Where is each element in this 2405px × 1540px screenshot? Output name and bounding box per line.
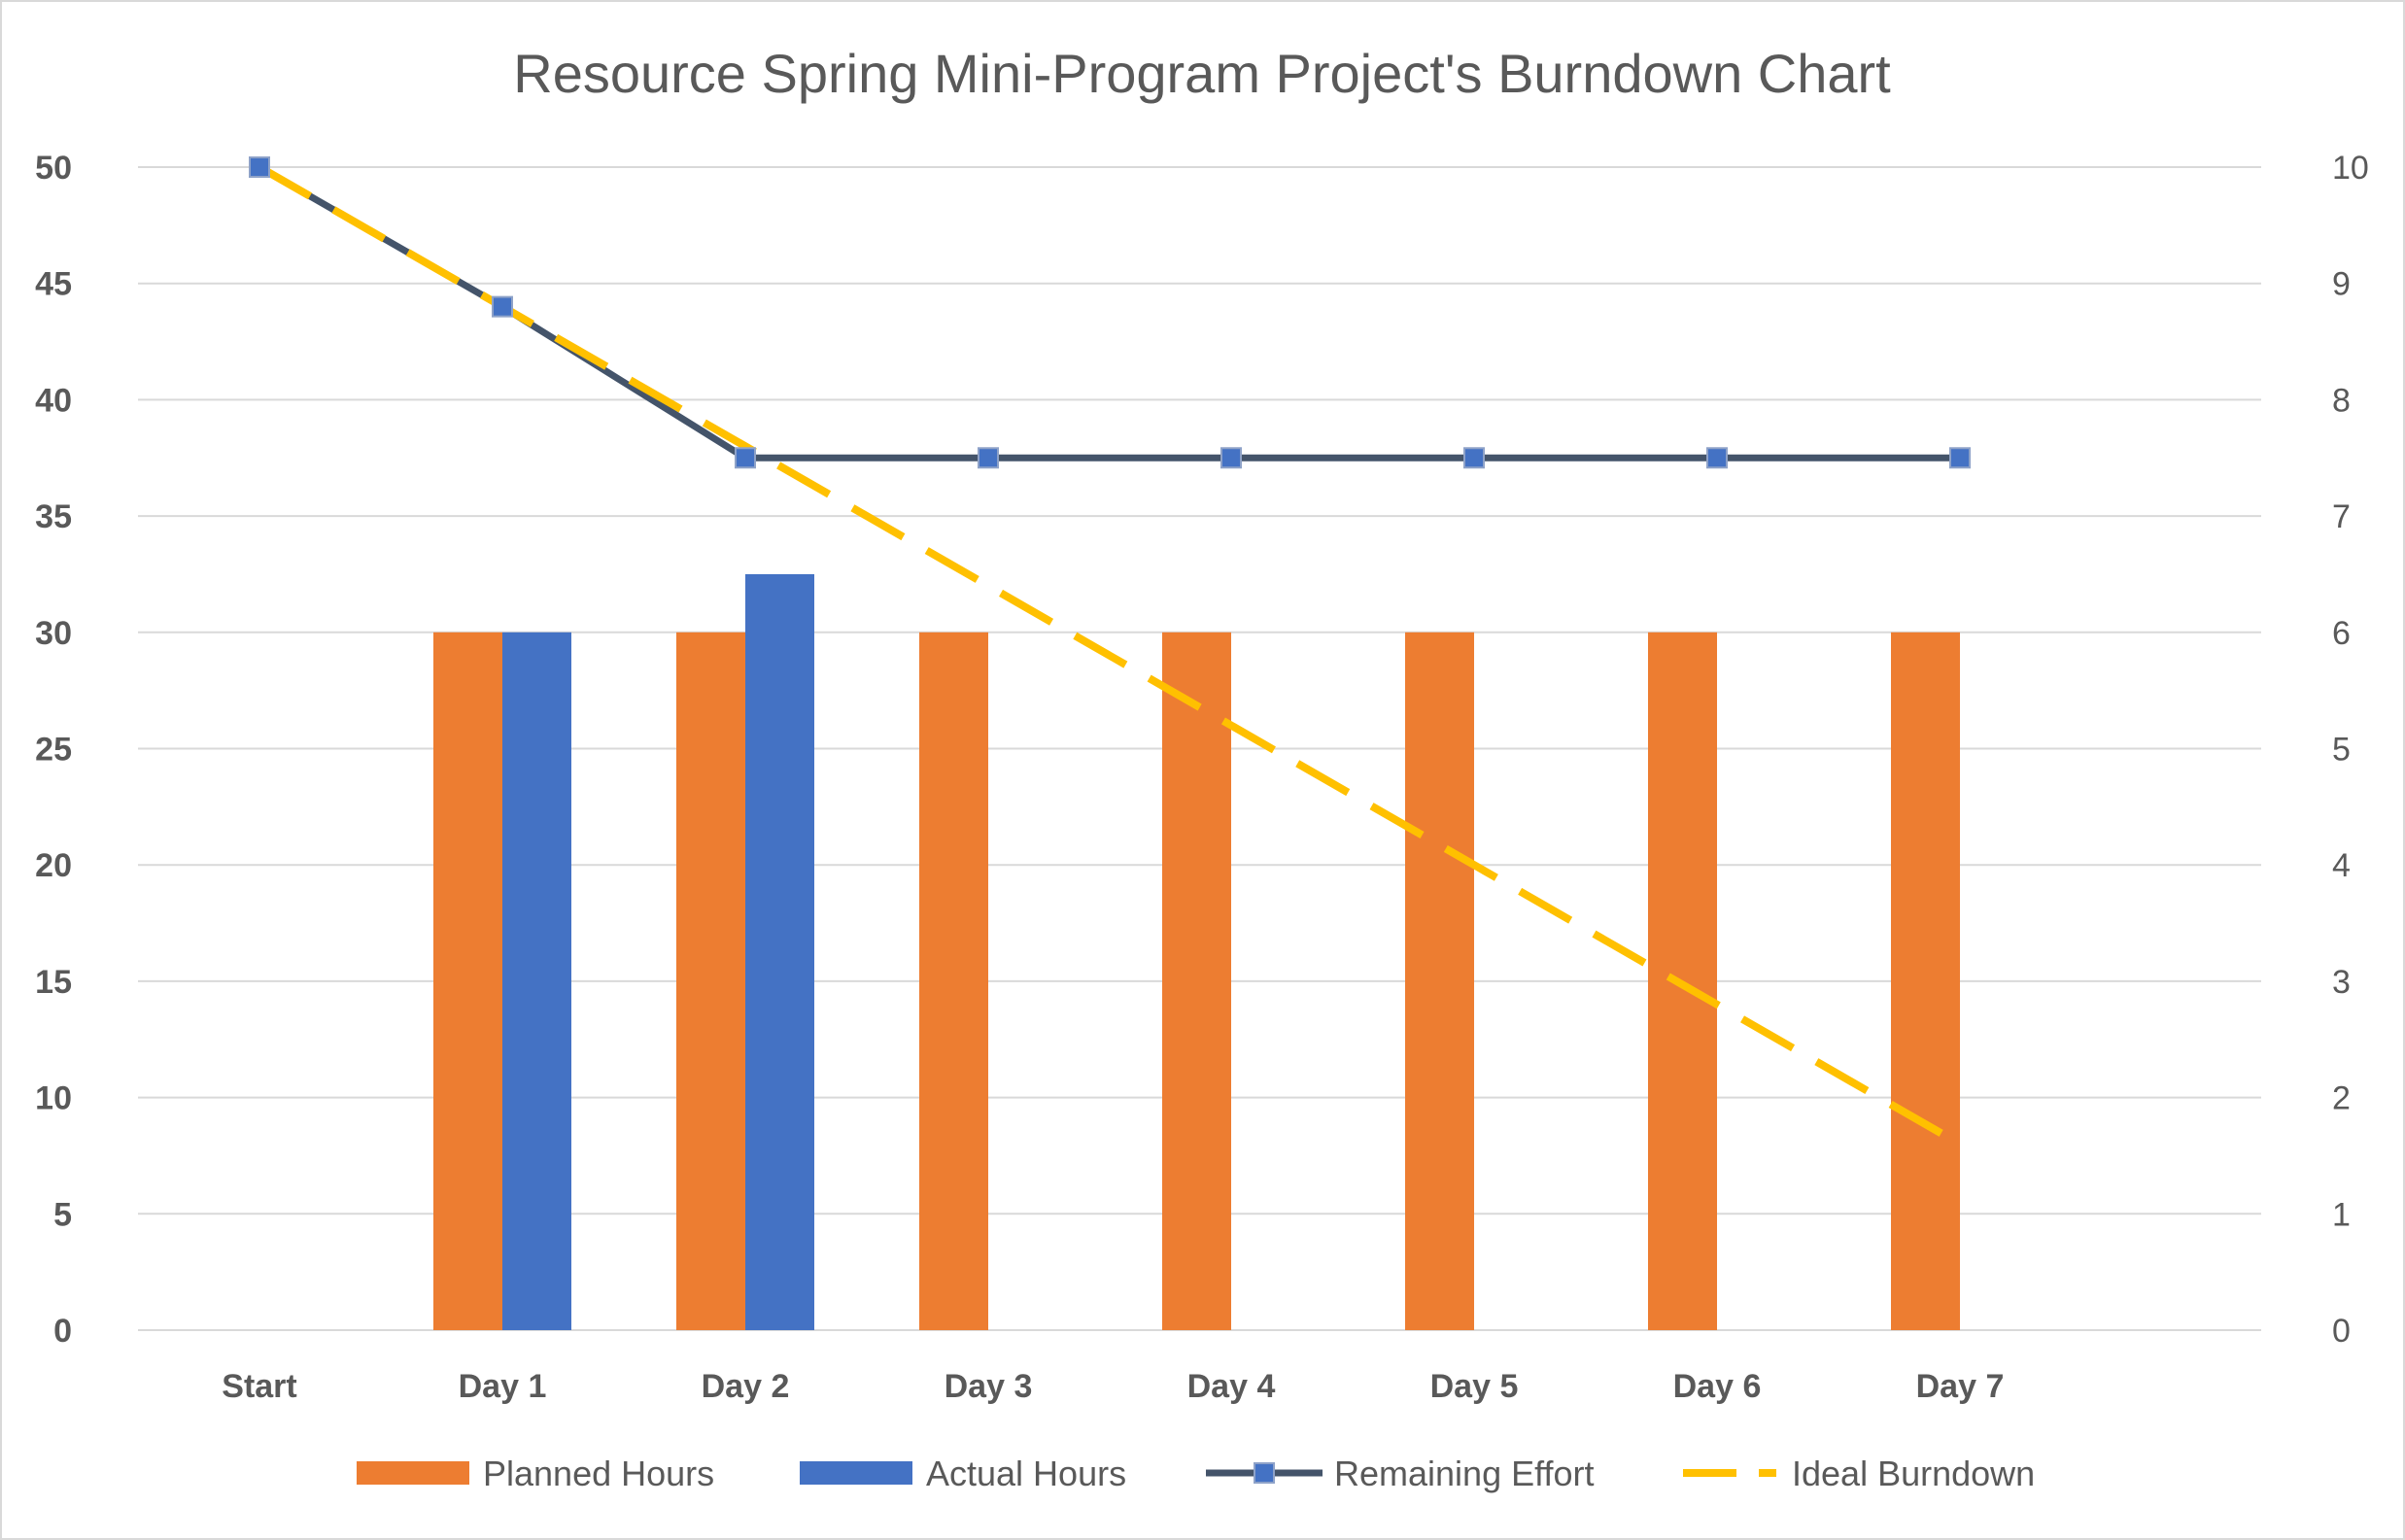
bar-planned-hours [676,632,745,1330]
x-category-label: Day 6 [1673,1368,1762,1405]
y-right-tick-label: 4 [2332,847,2351,884]
marker-remaining-effort [1706,447,1728,469]
legend-label: Actual Hours [926,1454,1126,1493]
y-left-tick-label: 25 [35,732,72,769]
y-left-tick-label: 5 [53,1196,72,1233]
legend-label: Planned Hours [483,1454,714,1493]
marker-remaining-effort [1220,447,1242,469]
marker-remaining-effort [492,295,513,318]
y-right-tick-label: 10 [2332,150,2369,187]
x-category-label: Day 5 [1430,1368,1519,1405]
y-right-tick-label: 6 [2332,615,2351,652]
y-left-tick-label: 30 [35,615,72,652]
x-category-label: Day 4 [1187,1368,1276,1405]
bar-planned-hours [433,632,502,1330]
marker-remaining-effort [1463,447,1485,469]
bar-planned-hours [1162,632,1231,1330]
bar-planned-hours [1405,632,1474,1330]
x-category-label: Start [222,1368,296,1405]
x-category-label: Day 7 [1916,1368,2005,1405]
marker-remaining-effort [1949,447,1971,469]
y-left-tick-label: 10 [35,1080,72,1117]
bar-planned-hours [919,632,988,1330]
y-left-tick-label: 45 [35,266,72,303]
bars [433,573,1960,1330]
y-right-tick-label: 8 [2332,382,2351,419]
chart-title: Resource Spring Mini-Program Project's B… [513,43,1891,104]
legend-item: Actual Hours [800,1454,1126,1493]
legend-swatch [800,1461,912,1485]
y-left-tick-label: 40 [35,382,72,419]
y-right-tick-label: 7 [2332,498,2351,535]
line-ideal-burndown [258,163,1962,1147]
y-right-tick-label: 2 [2332,1080,2351,1117]
lines [249,156,1971,1147]
legend-swatch [357,1461,469,1485]
marker-remaining-effort [249,156,270,178]
bar-planned-hours [1891,632,1960,1330]
legend-item: Planned Hours [357,1454,714,1493]
legend-marker [1254,1462,1275,1484]
y-left-tick-label: 0 [53,1313,72,1350]
x-category-label: Day 2 [702,1368,790,1405]
y-right-tick-label: 3 [2332,964,2351,1001]
y-right-tick-label: 5 [2332,732,2351,769]
marker-remaining-effort [735,447,756,469]
y-left-tick-label: 50 [35,150,72,187]
y-right-tick-label: 0 [2332,1313,2351,1350]
legend-label: Remaining Effort [1334,1454,1594,1493]
legend-item: Remaining Effort [1206,1454,1594,1493]
bar-actual-hours [745,573,814,1330]
y-left-tick-label: 35 [35,498,72,535]
x-category-label: Day 3 [945,1368,1033,1405]
marker-remaining-effort [978,447,999,469]
bar-actual-hours [502,632,571,1330]
legend: Planned Hours Actual Hours Remaining Effor… [357,1454,2035,1493]
y-right-tick-label: 9 [2332,266,2351,303]
x-category-label: Day 1 [459,1368,547,1405]
y-right-tick-label: 1 [2332,1196,2351,1233]
line-remaining-effort [258,163,1960,462]
y-left-tick-label: 20 [35,847,72,884]
legend-item: Ideal Burndown [1683,1454,2035,1493]
y-left-tick-label: 15 [35,964,72,1001]
legend-label: Ideal Burndown [1792,1454,2035,1493]
